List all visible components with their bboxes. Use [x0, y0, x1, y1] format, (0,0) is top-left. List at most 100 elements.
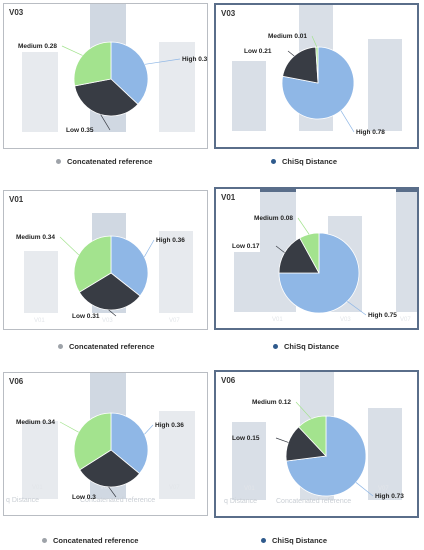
leader-line-high [340, 110, 355, 133]
legend-chisq-distance[interactable]: ChiSq Distance [273, 342, 339, 351]
data-label-high: High 0.78 [356, 129, 385, 136]
pie-slice-low[interactable] [278, 237, 320, 274]
chart-panel-6[interactable]: V01 V03 V07 q Distance Concatenated refe… [214, 370, 419, 518]
data-label-low: Low 0.31 [72, 313, 100, 320]
legend-dot [58, 344, 63, 349]
ghost-tick: V01 [34, 318, 45, 324]
pie-slice-medium[interactable] [299, 232, 320, 274]
legend-dot [56, 159, 61, 164]
ghost-tick: V03 [340, 317, 351, 323]
data-label-high: High 0.36 [155, 422, 184, 429]
pie-chart-3: High 0.36 Low 0.31 Medium 0.34 [16, 234, 185, 320]
legend-dot [42, 538, 47, 543]
ghost-legend-left: q Distance [224, 498, 258, 505]
chart-panel-2[interactable]: V03 High 0.78 Low 0.21 Medium 0.01 [214, 3, 419, 149]
legend-chisq-distance[interactable]: ChiSq Distance [261, 536, 327, 545]
leader-line-high [144, 58, 181, 65]
panel-title: V06 [9, 377, 24, 386]
leader-line-medium [311, 35, 318, 48]
legend-dot [273, 344, 278, 349]
legend-concatenated-reference[interactable]: Concatenated reference [58, 342, 154, 351]
panel-title: V03 [9, 8, 24, 17]
leader-line-low [275, 437, 289, 443]
legend-label: Concatenated reference [67, 157, 153, 166]
pie-slice-high[interactable] [110, 412, 149, 475]
ghost-tick: V07 [400, 317, 411, 323]
ghost-tick: V07 [169, 485, 180, 491]
leader-line-low [108, 309, 117, 317]
leader-line-medium [61, 45, 83, 56]
legend-label: ChiSq Distance [284, 342, 340, 351]
ghost-tick: V03 [100, 485, 111, 491]
pie-slice-low[interactable] [282, 46, 319, 84]
legend-chisq-distance[interactable]: ChiSq Distance [271, 157, 337, 166]
ghost-tick: V07 [378, 486, 389, 492]
ghost-tick: V07 [169, 318, 180, 324]
data-label-high: High 0.73 [375, 493, 404, 500]
pie-slice-medium[interactable] [73, 41, 112, 87]
panel-title: V06 [221, 376, 236, 385]
leader-line-low [275, 245, 285, 253]
pie-chart-6: High 0.73 Low 0.15 Medium 0.12 [232, 399, 404, 500]
pie-slice-low[interactable] [78, 272, 141, 311]
pie-slice-medium[interactable] [73, 235, 112, 293]
data-label-low: Low 0.15 [232, 435, 260, 442]
panel-title: V01 [221, 193, 236, 202]
highlight-marker [260, 189, 296, 192]
legend-label: ChiSq Distance [272, 536, 328, 545]
chart-panel-5[interactable]: V01 V03 V07 q Distance Concatenated refe… [3, 372, 208, 516]
pie-chart-5: High 0.36 Low 0.3 Medium 0.34 [16, 412, 184, 501]
legend-dot [271, 159, 276, 164]
data-label-medium: Medium 0.28 [18, 43, 57, 50]
leader-line-high [143, 239, 155, 258]
legend-label: Concatenated reference [53, 536, 139, 545]
ghost-tick: V03 [102, 318, 113, 324]
legend-label: Concatenated reference [69, 342, 155, 351]
data-label-medium: Medium 0.34 [16, 419, 55, 426]
data-label-medium: Medium 0.08 [254, 215, 293, 222]
chart-panel-3[interactable]: V01 V03 V07 V01 High 0.36 Low 0.31 Medium … [3, 190, 208, 330]
pie-slice-medium[interactable] [73, 412, 112, 471]
pie-slice-low[interactable] [74, 78, 139, 117]
ghost-tick: V01 [244, 486, 255, 492]
leader-line-medium [59, 236, 80, 256]
ghost-legend-left: q Distance [6, 497, 40, 504]
ghost-legend-right: Concatenated reference [276, 498, 352, 505]
pie-slice-medium[interactable] [298, 415, 327, 458]
leader-line-high [347, 301, 367, 316]
data-label-low: Low 0.21 [244, 48, 272, 55]
data-label-medium: Medium 0.12 [252, 399, 291, 406]
data-label-high: High 0.37 [182, 56, 208, 63]
pie-chart-2: High 0.78 Low 0.21 Medium 0.01 [244, 33, 385, 136]
pie-slice-high[interactable] [110, 41, 149, 105]
data-label-low: Low 0.3 [72, 494, 96, 501]
leader-line-medium [297, 217, 310, 235]
ghost-tick: V01 [272, 317, 283, 323]
panel-title: V03 [221, 9, 236, 18]
legend-dot [261, 538, 266, 543]
ghost-legend-right: Concatenated reference [80, 497, 156, 504]
data-label-low: Low 0.17 [232, 243, 260, 250]
pie-chart-1: High 0.37 Low 0.35 Medium 0.28 [18, 41, 208, 134]
data-label-medium: Medium 0.01 [268, 33, 307, 40]
pie-chart-4: High 0.75 Low 0.17 Medium 0.08 [232, 215, 397, 319]
leader-line-high [355, 482, 374, 497]
chart-panel-4[interactable]: V01 V03 V07 V01 High 0.75 Low 0.17 Medium … [214, 187, 419, 330]
leader-line-low [108, 486, 117, 498]
legend-concatenated-reference[interactable]: Concatenated reference [42, 536, 138, 545]
leader-line-low [100, 114, 111, 131]
data-label-high: High 0.36 [156, 237, 185, 244]
pie-slice-high[interactable] [110, 235, 149, 297]
panel-title: V01 [9, 195, 24, 204]
legend-concatenated-reference[interactable]: Concatenated reference [56, 157, 152, 166]
data-label-high: High 0.75 [368, 312, 397, 319]
data-label-low: Low 0.35 [66, 127, 94, 134]
highlight-marker [396, 189, 417, 192]
leader-line-medium [295, 401, 312, 420]
data-label-medium: Medium 0.34 [16, 234, 55, 241]
chart-panel-1[interactable]: V03 High 0.37 Low 0.35 Medium 0.28 [3, 3, 208, 149]
leader-line-high [144, 424, 154, 435]
legend-label: ChiSq Distance [282, 157, 338, 166]
ghost-tick: V01 [32, 485, 43, 491]
leader-line-medium [59, 421, 79, 433]
